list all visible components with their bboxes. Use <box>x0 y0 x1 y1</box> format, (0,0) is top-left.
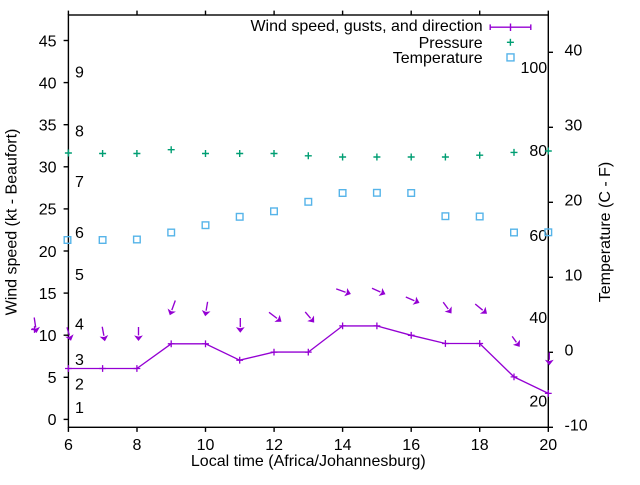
svg-text:40: 40 <box>565 43 583 60</box>
svg-text:25: 25 <box>39 202 57 219</box>
svg-text:7: 7 <box>75 174 84 191</box>
svg-text:0: 0 <box>565 343 574 360</box>
svg-text:2: 2 <box>75 377 84 394</box>
svg-text:40: 40 <box>39 75 57 92</box>
svg-text:6: 6 <box>64 437 73 454</box>
svg-text:20: 20 <box>539 437 557 454</box>
svg-text:20: 20 <box>529 394 547 411</box>
svg-text:16: 16 <box>402 437 420 454</box>
svg-text:20: 20 <box>565 193 583 210</box>
svg-text:10: 10 <box>197 437 215 454</box>
svg-text:4: 4 <box>75 317 84 334</box>
svg-text:6: 6 <box>75 225 84 242</box>
svg-text:60: 60 <box>529 228 547 245</box>
svg-text:10: 10 <box>565 268 583 285</box>
svg-text:80: 80 <box>529 143 547 160</box>
svg-text:5: 5 <box>75 267 84 284</box>
svg-text:Wind speed (kt - Beaufort): Wind speed (kt - Beaufort) <box>4 129 21 316</box>
svg-text:Temperature: Temperature <box>393 50 483 67</box>
svg-text:45: 45 <box>39 33 57 50</box>
svg-text:14: 14 <box>334 437 352 454</box>
svg-text:8: 8 <box>133 437 142 454</box>
svg-text:30: 30 <box>565 118 583 135</box>
svg-text:Temperature (C - F): Temperature (C - F) <box>597 162 614 302</box>
svg-text:Pressure: Pressure <box>419 35 483 52</box>
svg-text:10: 10 <box>39 328 57 345</box>
svg-text:8: 8 <box>75 123 84 140</box>
svg-text:15: 15 <box>39 286 57 303</box>
svg-text:3: 3 <box>75 352 84 369</box>
svg-text:0: 0 <box>48 412 57 429</box>
svg-text:12: 12 <box>265 437 283 454</box>
svg-text:5: 5 <box>48 370 57 387</box>
svg-text:-10: -10 <box>565 418 588 435</box>
svg-text:Wind speed, gusts, and directi: Wind speed, gusts, and direction <box>250 18 482 35</box>
svg-text:30: 30 <box>39 160 57 177</box>
svg-text:35: 35 <box>39 118 57 135</box>
svg-text:20: 20 <box>39 244 57 261</box>
svg-text:100: 100 <box>520 60 547 77</box>
svg-text:9: 9 <box>75 64 84 81</box>
svg-text:Local time (Africa/Johannesbur: Local time (Africa/Johannesburg) <box>191 453 426 470</box>
svg-text:40: 40 <box>529 310 547 327</box>
svg-text:1: 1 <box>75 400 84 417</box>
svg-text:18: 18 <box>471 437 489 454</box>
